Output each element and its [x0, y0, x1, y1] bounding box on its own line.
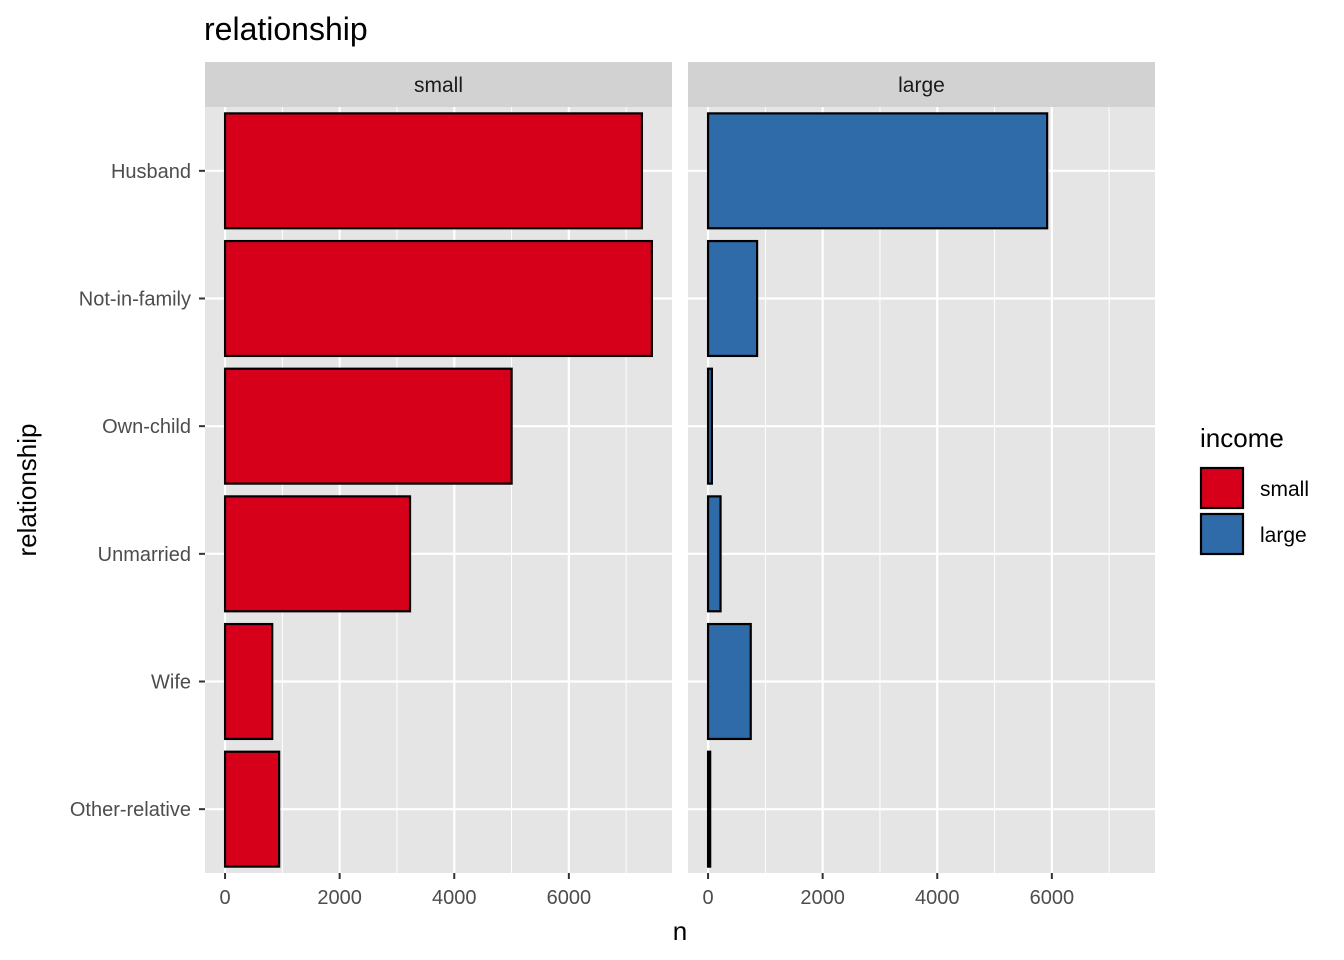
x-tick-label: 0	[702, 887, 713, 909]
y-tick-label: Unmarried	[98, 544, 191, 566]
x-tick-label: 6000	[547, 887, 592, 909]
x-tick-label: 2000	[317, 887, 362, 909]
y-tick-label: Wife	[151, 672, 191, 694]
y-tick-label: Husband	[111, 161, 191, 183]
legend-key-small	[1199, 466, 1245, 510]
bar-large-wife	[706, 622, 752, 741]
legend-title: income	[1200, 423, 1284, 453]
y-axis: Husband Not-in-family Own-child Unmarried Wi…	[70, 161, 205, 821]
legend: income small large	[1199, 423, 1309, 556]
y-tick-label: Other-relative	[70, 799, 191, 821]
bar-large-not-in-family	[706, 239, 759, 358]
bar-large-other-relative	[706, 750, 712, 868]
facet-panel-large: large 0 2000 4000 6000	[688, 62, 1155, 909]
legend-label-large: large	[1260, 524, 1307, 547]
bar-small-wife	[223, 622, 274, 741]
bar-large-husband	[706, 112, 1049, 230]
bar-small-unmarried	[223, 495, 412, 613]
x-tick-label: 2000	[800, 887, 845, 909]
chart-title: relationship	[204, 11, 368, 47]
legend-key-large	[1199, 512, 1245, 556]
facet-strip-label: large	[898, 74, 945, 97]
bar-small-not-in-family	[223, 239, 653, 358]
facet-strip-label: small	[414, 74, 463, 97]
legend-label-small: small	[1260, 478, 1309, 501]
x-tick-label: 4000	[432, 887, 477, 909]
x-axis-title: n	[673, 916, 687, 946]
bar-small-other-relative	[223, 750, 281, 868]
bar-small-husband	[223, 112, 644, 230]
y-tick-label: Not-in-family	[79, 289, 191, 311]
facet-panels: small 0 2000 4000 6000 large 0 2000 4000 6000	[205, 62, 1155, 909]
y-tick-label: Own-child	[102, 416, 191, 438]
facet-strip	[205, 62, 672, 107]
bar-large-unmarried	[706, 495, 722, 613]
facet-panel-small: small 0 2000 4000 6000	[205, 62, 672, 909]
y-axis-title: relationship	[12, 424, 42, 557]
x-tick-label: 4000	[915, 887, 960, 909]
facet-strip	[688, 62, 1155, 107]
bar-small-own-child	[223, 367, 513, 485]
x-tick-label: 0	[219, 887, 230, 909]
x-tick-label: 6000	[1030, 887, 1075, 909]
bar-large-own-child	[706, 367, 713, 485]
